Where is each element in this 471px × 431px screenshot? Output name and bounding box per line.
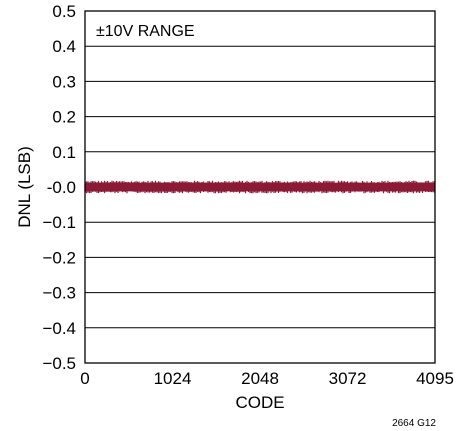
x-tick-label: 4095 — [416, 369, 454, 388]
y-tick-label: −0.1 — [42, 213, 76, 232]
range-annotation: ±10V RANGE — [96, 23, 195, 40]
y-tick-labels: 0.5 0.4 0.3 0.2 0.1 -0.0 −0.1 −0.2 −0.3 −0.4 −0.5 — [42, 2, 76, 373]
x-tick-label: 3072 — [329, 369, 367, 388]
x-tick-labels: 0 1024 2048 3072 4095 — [80, 369, 454, 388]
y-tick-label: 0.4 — [52, 37, 76, 56]
y-tick-label: -0.0 — [47, 178, 76, 197]
y-tick-label: −0.5 — [42, 354, 76, 373]
y-axis-title: DNL (LSB) — [15, 146, 34, 228]
y-tick-label: −0.2 — [42, 248, 76, 267]
y-tick-label: −0.3 — [42, 284, 76, 303]
y-tick-label: 0.5 — [52, 2, 76, 21]
figure-id: 2664 G12 — [392, 418, 436, 429]
y-tick-label: 0.2 — [52, 108, 76, 127]
y-tick-label: −0.4 — [42, 319, 76, 338]
dnl-series — [84, 180, 436, 194]
y-tick-label: 0.1 — [52, 143, 76, 162]
x-axis-title: CODE — [235, 393, 284, 412]
plot-frame — [84, 10, 436, 364]
x-tick-label: 2048 — [241, 369, 279, 388]
x-tick-label: 1024 — [154, 369, 192, 388]
y-tick-label: 0.3 — [52, 72, 76, 91]
x-tick-label: 0 — [80, 369, 89, 388]
series-group — [84, 180, 436, 194]
